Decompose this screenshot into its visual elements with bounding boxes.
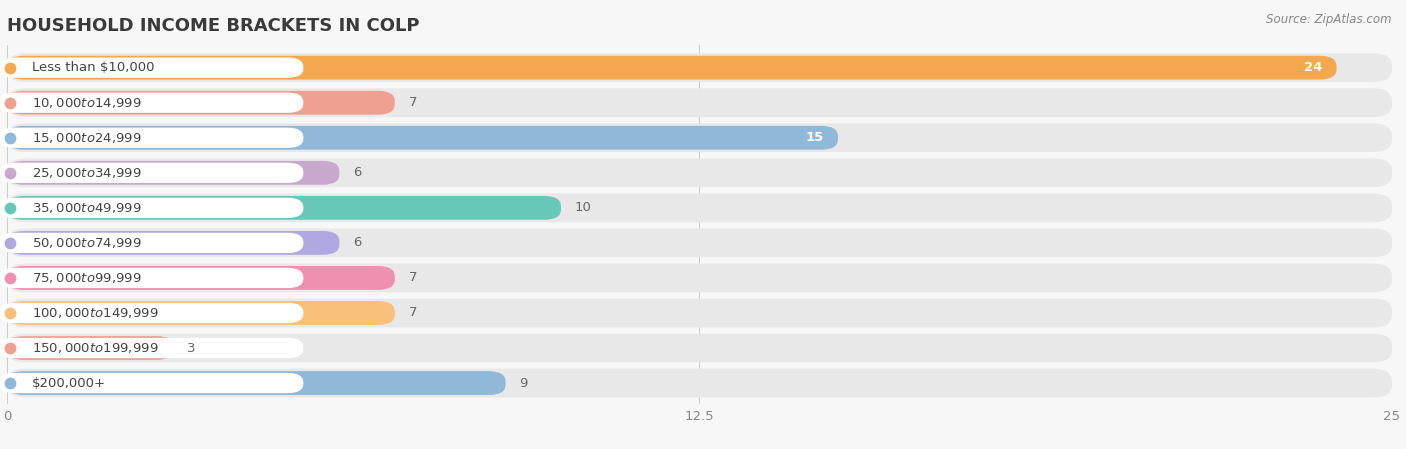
Text: $15,000 to $24,999: $15,000 to $24,999 — [32, 131, 142, 145]
FancyBboxPatch shape — [0, 373, 304, 393]
FancyBboxPatch shape — [7, 196, 561, 220]
FancyBboxPatch shape — [7, 53, 1392, 82]
Text: $200,000+: $200,000+ — [32, 377, 105, 390]
FancyBboxPatch shape — [7, 56, 1337, 79]
FancyBboxPatch shape — [7, 266, 395, 290]
FancyBboxPatch shape — [0, 163, 304, 183]
FancyBboxPatch shape — [7, 91, 395, 114]
FancyBboxPatch shape — [7, 264, 1392, 292]
FancyBboxPatch shape — [7, 231, 339, 255]
Text: $100,000 to $149,999: $100,000 to $149,999 — [32, 306, 159, 320]
FancyBboxPatch shape — [0, 233, 304, 253]
FancyBboxPatch shape — [0, 198, 304, 218]
FancyBboxPatch shape — [0, 92, 304, 113]
FancyBboxPatch shape — [7, 158, 1392, 187]
Text: 7: 7 — [409, 96, 418, 109]
FancyBboxPatch shape — [7, 126, 838, 150]
Text: $25,000 to $34,999: $25,000 to $34,999 — [32, 166, 142, 180]
Text: 3: 3 — [187, 342, 195, 355]
FancyBboxPatch shape — [7, 336, 173, 360]
Text: $150,000 to $199,999: $150,000 to $199,999 — [32, 341, 159, 355]
FancyBboxPatch shape — [7, 299, 1392, 327]
FancyBboxPatch shape — [7, 194, 1392, 222]
FancyBboxPatch shape — [7, 229, 1392, 257]
Text: Source: ZipAtlas.com: Source: ZipAtlas.com — [1267, 13, 1392, 26]
Text: 24: 24 — [1305, 61, 1323, 74]
Text: 15: 15 — [806, 131, 824, 144]
FancyBboxPatch shape — [7, 371, 506, 395]
FancyBboxPatch shape — [0, 57, 304, 78]
FancyBboxPatch shape — [7, 301, 395, 325]
FancyBboxPatch shape — [0, 303, 304, 323]
Text: 9: 9 — [519, 377, 527, 390]
Text: Less than $10,000: Less than $10,000 — [32, 61, 155, 74]
FancyBboxPatch shape — [0, 268, 304, 288]
Text: HOUSEHOLD INCOME BRACKETS IN COLP: HOUSEHOLD INCOME BRACKETS IN COLP — [7, 17, 419, 35]
FancyBboxPatch shape — [7, 334, 1392, 362]
Text: $10,000 to $14,999: $10,000 to $14,999 — [32, 96, 142, 110]
Text: 7: 7 — [409, 307, 418, 320]
FancyBboxPatch shape — [0, 338, 304, 358]
Text: $35,000 to $49,999: $35,000 to $49,999 — [32, 201, 142, 215]
Text: 7: 7 — [409, 272, 418, 285]
Text: $50,000 to $74,999: $50,000 to $74,999 — [32, 236, 142, 250]
Text: 6: 6 — [353, 166, 361, 179]
Text: 10: 10 — [575, 201, 592, 214]
FancyBboxPatch shape — [7, 88, 1392, 117]
FancyBboxPatch shape — [0, 128, 304, 148]
FancyBboxPatch shape — [7, 123, 1392, 152]
FancyBboxPatch shape — [7, 161, 339, 185]
Text: 6: 6 — [353, 236, 361, 249]
FancyBboxPatch shape — [7, 369, 1392, 397]
Text: $75,000 to $99,999: $75,000 to $99,999 — [32, 271, 142, 285]
